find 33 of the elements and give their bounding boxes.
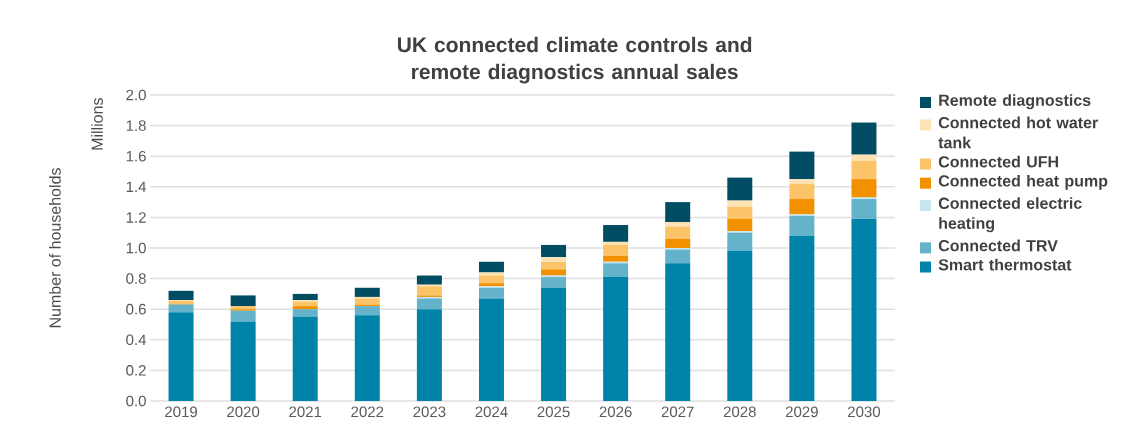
y-tick-label: 0.2 bbox=[126, 365, 146, 376]
x-tick-label: 2021 bbox=[289, 406, 322, 418]
x-tick-label: 2024 bbox=[475, 406, 508, 418]
legend-label: Connected electric heating bbox=[938, 197, 1082, 233]
x-tick-label: 2027 bbox=[661, 406, 694, 418]
y-tick-label: 2.0 bbox=[126, 89, 146, 101]
x-tick-label: 2020 bbox=[227, 406, 260, 418]
legend-label: Connected hot water tank bbox=[938, 116, 1098, 149]
x-tick-label: 2019 bbox=[165, 406, 198, 418]
x-tick-label: 2028 bbox=[723, 406, 756, 418]
y-tick-label: 0.6 bbox=[126, 303, 146, 315]
y-axis-title: Number of households bbox=[49, 168, 61, 328]
y-tick-label: 0.8 bbox=[126, 273, 146, 284]
x-tick-label: 2026 bbox=[599, 406, 632, 418]
y-tick-label: 1.8 bbox=[126, 120, 146, 131]
x-tick-label: 2029 bbox=[785, 406, 818, 418]
legend-label: Remote diagnostics bbox=[939, 94, 1091, 110]
legend-label: Connected TRV bbox=[938, 239, 1058, 252]
x-tick-label: 2023 bbox=[413, 406, 446, 418]
legend-label: Connected UFH bbox=[938, 155, 1058, 168]
y-tick-label: 1.4 bbox=[126, 181, 147, 192]
y-tick-label: 0.4 bbox=[126, 334, 147, 346]
y-tick-label: 1.6 bbox=[126, 150, 146, 162]
x-tick-label: 2030 bbox=[848, 406, 881, 418]
legend-label: Smart thermostat bbox=[938, 258, 1072, 271]
y-tick-label: 1.2 bbox=[126, 212, 146, 223]
y-tick-label: 0.0 bbox=[126, 395, 146, 407]
legend-label: Connected heat pump bbox=[938, 174, 1108, 190]
y-tick-label: 1.0 bbox=[126, 242, 146, 254]
x-tick-label: 2022 bbox=[351, 406, 384, 418]
text: Millions bbox=[91, 98, 103, 150]
chart-title: UK connected climate controls and remote diagnostics annual sales bbox=[397, 36, 752, 84]
x-tick-label: 2025 bbox=[537, 406, 570, 418]
